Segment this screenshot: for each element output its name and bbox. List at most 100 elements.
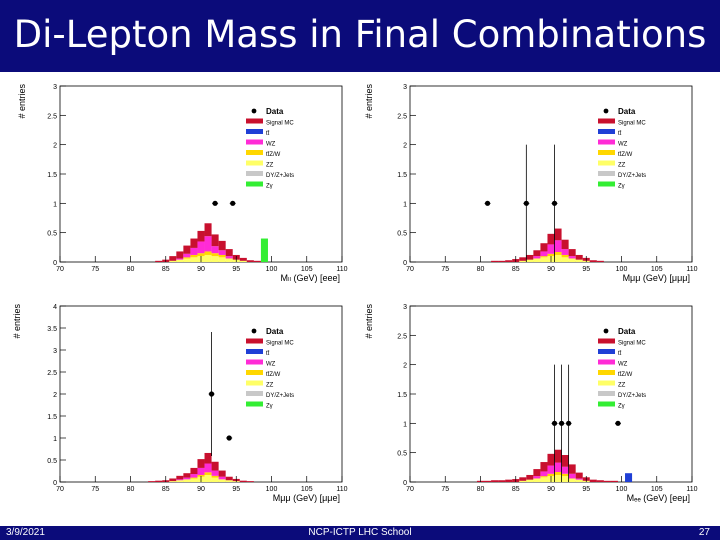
y-tick-label: 1 <box>53 201 57 208</box>
legend: Data Signal MC tt̄ WZ tt̄Z/W ZZ DY/Z+Jets Zγ <box>246 107 294 190</box>
histogram-bar-signal <box>589 479 597 482</box>
histogram-bar-zz <box>218 257 226 262</box>
histogram-bar-zz <box>176 480 184 482</box>
histogram-bar-zz <box>169 481 177 482</box>
legend-label-zz: ZZ <box>266 163 274 169</box>
legend-swatch-data <box>251 328 257 334</box>
histogram-bar-wz <box>211 246 219 254</box>
data-point <box>523 200 529 206</box>
histogram-bar-zz <box>225 258 233 262</box>
legend-swatch-ttbarzw <box>246 150 263 155</box>
y-tick-label: 0 <box>53 480 57 487</box>
legend-label-wz: WZ <box>266 362 276 368</box>
histogram-bar-zz <box>211 477 219 482</box>
legend-swatch-ttbar <box>598 349 615 354</box>
legend-swatch-dyjets <box>598 391 615 396</box>
x-tick-label: 110 <box>336 486 347 493</box>
x-tick-label: 70 <box>56 266 64 273</box>
histogram-bar-ttbarzw <box>197 253 205 257</box>
x-tick-label: 105 <box>651 486 663 493</box>
histogram-bar-zz <box>554 474 562 482</box>
y-tick-label: 1 <box>403 201 407 208</box>
legend-label-ttbar: tt̄ <box>618 130 622 137</box>
legend-label-ttbarzw: tt̄Z/W <box>266 371 281 378</box>
data-point <box>230 200 236 206</box>
x-tick-label: 90 <box>197 486 205 493</box>
legend-swatch-wz <box>246 359 263 365</box>
legend-label-ttbarzw: tt̄Z/W <box>266 151 281 158</box>
histogram-bar-signal <box>225 476 233 481</box>
x-tick-label: 90 <box>547 486 555 493</box>
y-tick-label: 0 <box>403 480 407 487</box>
histogram-bar-ttbarzw <box>554 252 562 255</box>
legend-label-dyjets: DY/Z+Jets <box>266 173 294 179</box>
histogram-bar-zz <box>568 478 576 482</box>
histogram-bar-wz <box>211 470 219 476</box>
legend-swatch-wz <box>598 139 615 145</box>
histogram-bar-wz <box>183 253 191 258</box>
histogram-bar-signal <box>197 459 205 468</box>
histogram-bar-zz <box>561 476 569 482</box>
legend-label-zz: ZZ <box>266 383 274 389</box>
legend-label-zz: ZZ <box>618 163 626 169</box>
title-bar <box>0 0 720 72</box>
x-tick-label: 75 <box>441 486 449 493</box>
legend-swatch-dyjets <box>246 391 263 396</box>
legend: Data Signal MC tt̄ WZ tt̄Z/W ZZ DY/Z+Jets Zγ <box>246 327 294 410</box>
legend-swatch-ttbar <box>598 129 615 134</box>
x-tick-label: 100 <box>616 266 628 273</box>
histogram-bar-signal <box>568 249 576 257</box>
histogram-bar-signal <box>197 230 205 242</box>
histogram-bar-zz <box>526 259 534 262</box>
histogram-bar-ttbarzw <box>204 472 212 475</box>
histogram-bar-signal <box>253 260 261 262</box>
histogram-bar-signal <box>491 260 499 262</box>
histogram-bar-zz <box>176 259 184 262</box>
histogram-bar-signal <box>246 481 254 482</box>
histogram-bar-signal <box>155 260 163 262</box>
histogram-bar-signal <box>554 228 562 241</box>
y-tick-label: 0 <box>403 260 407 267</box>
data-point <box>551 420 558 426</box>
x-tick-label: 100 <box>266 486 278 493</box>
x-axis-title: Mμμ (GeV) [μμμ] <box>623 273 690 283</box>
y-axis-title: # entries <box>12 304 22 339</box>
x-tick-label: 95 <box>232 266 240 273</box>
histogram-bar-wz <box>190 474 198 478</box>
histogram-bar-zz <box>526 479 534 482</box>
legend-label-data: Data <box>266 327 284 336</box>
histogram-bar-signal <box>505 260 513 262</box>
legend-swatch-signal <box>598 118 615 124</box>
histogram-bar-wz <box>568 473 576 479</box>
histogram-bar-wz <box>197 467 205 475</box>
y-axis-title: # entries <box>364 84 374 119</box>
histogram-bar-signal <box>589 260 597 262</box>
legend-swatch-zgamma <box>246 181 263 187</box>
legend-label-zgamma: Zγ <box>618 404 625 410</box>
histogram-bar-wz <box>225 256 233 259</box>
histogram-bar-ttbarzw <box>540 256 548 258</box>
histogram-bar-signal <box>211 234 219 247</box>
histogram-bar-signal <box>484 480 492 482</box>
histogram-bar-ttbarzw <box>190 477 198 479</box>
histogram-bar-wz <box>176 258 184 260</box>
legend-swatch-data <box>251 108 257 114</box>
legend-swatch-dyjets <box>246 171 263 176</box>
histogram-bar-wz <box>204 463 212 473</box>
legend-swatch-zgamma <box>598 401 615 407</box>
histogram-bar-ttbarzw <box>211 253 219 257</box>
legend-label-ttbar: tt̄ <box>618 350 622 357</box>
y-tick-label: 2.5 <box>47 113 57 120</box>
histogram-bar-wz <box>183 477 191 480</box>
x-axis-title: Mₗₗ (GeV) [eee] <box>280 273 340 283</box>
footer-bar <box>0 526 720 540</box>
y-tick-label: 1.5 <box>47 172 57 179</box>
legend-swatch-zz <box>246 160 263 166</box>
legend-label-ttbarzw: tt̄Z/W <box>618 151 633 158</box>
legend-swatch-zz <box>246 380 263 386</box>
histogram-bar-signal <box>540 243 548 252</box>
x-tick-label: 110 <box>336 266 347 273</box>
histogram-bar-ttbarzw <box>561 473 569 477</box>
data-point <box>615 420 621 426</box>
histogram-bar-signal <box>547 233 555 245</box>
